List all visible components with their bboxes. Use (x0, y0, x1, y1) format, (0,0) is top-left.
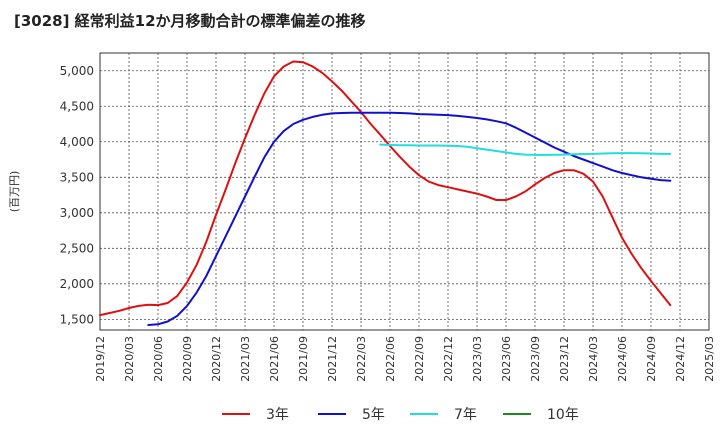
y-tick-label: 2,000 (60, 277, 94, 291)
x-tick-label: 2022/09 (413, 336, 426, 382)
x-tick-label: 2023/03 (471, 336, 484, 382)
y-tick-label: 4,500 (60, 99, 94, 113)
y-tick-label: 5,000 (60, 64, 94, 78)
y-tick-label: 4,000 (60, 135, 94, 149)
x-tick-label: 2024/03 (587, 336, 600, 382)
x-tick-label: 2019/12 (94, 336, 107, 382)
y-axis-label: (百万円) (8, 171, 21, 213)
plot-border (99, 52, 710, 331)
series-line-7年 (379, 143, 672, 156)
x-tick-label: 2020/03 (123, 336, 136, 382)
x-tick-label: 2020/06 (152, 336, 165, 382)
y-tick-label: 3,500 (60, 170, 94, 184)
x-tick-label: 2023/09 (529, 336, 542, 382)
x-tick-label: 2021/12 (326, 336, 339, 382)
series-line-3年 (99, 60, 672, 317)
legend-label: 7年 (454, 407, 477, 423)
x-tick-label: 2024/09 (645, 336, 658, 382)
x-tick-label: 2020/09 (181, 336, 194, 382)
x-tick-label: 2021/03 (239, 336, 252, 382)
x-tick-label: 2024/12 (674, 336, 687, 382)
legend-label: 3年 (266, 407, 289, 423)
x-tick-label: 2022/06 (384, 336, 397, 382)
x-tick-label: 2022/12 (442, 336, 455, 382)
x-tick-label: 2021/06 (268, 336, 281, 382)
series-line-5年 (147, 111, 672, 326)
x-tick-label: 2021/09 (297, 336, 310, 382)
y-tick-label: 2,500 (60, 241, 94, 255)
x-tick-label: 2025/03 (703, 336, 716, 382)
x-tick-label: 2024/06 (616, 336, 629, 382)
y-tick-label: 3,000 (60, 206, 94, 220)
chart-title: [3028] 経常利益12か月移動合計の標準偏差の推移 (14, 12, 366, 30)
y-tick-label: 1,500 (60, 312, 94, 326)
legend-label: 5年 (362, 407, 385, 423)
x-tick-label: 2023/12 (558, 336, 571, 382)
x-tick-label: 2020/12 (210, 336, 223, 382)
plot-area (100, 53, 709, 330)
legend-label: 10年 (547, 407, 579, 423)
x-tick-label: 2022/03 (355, 336, 368, 382)
x-tick-label: 2023/06 (500, 336, 513, 382)
